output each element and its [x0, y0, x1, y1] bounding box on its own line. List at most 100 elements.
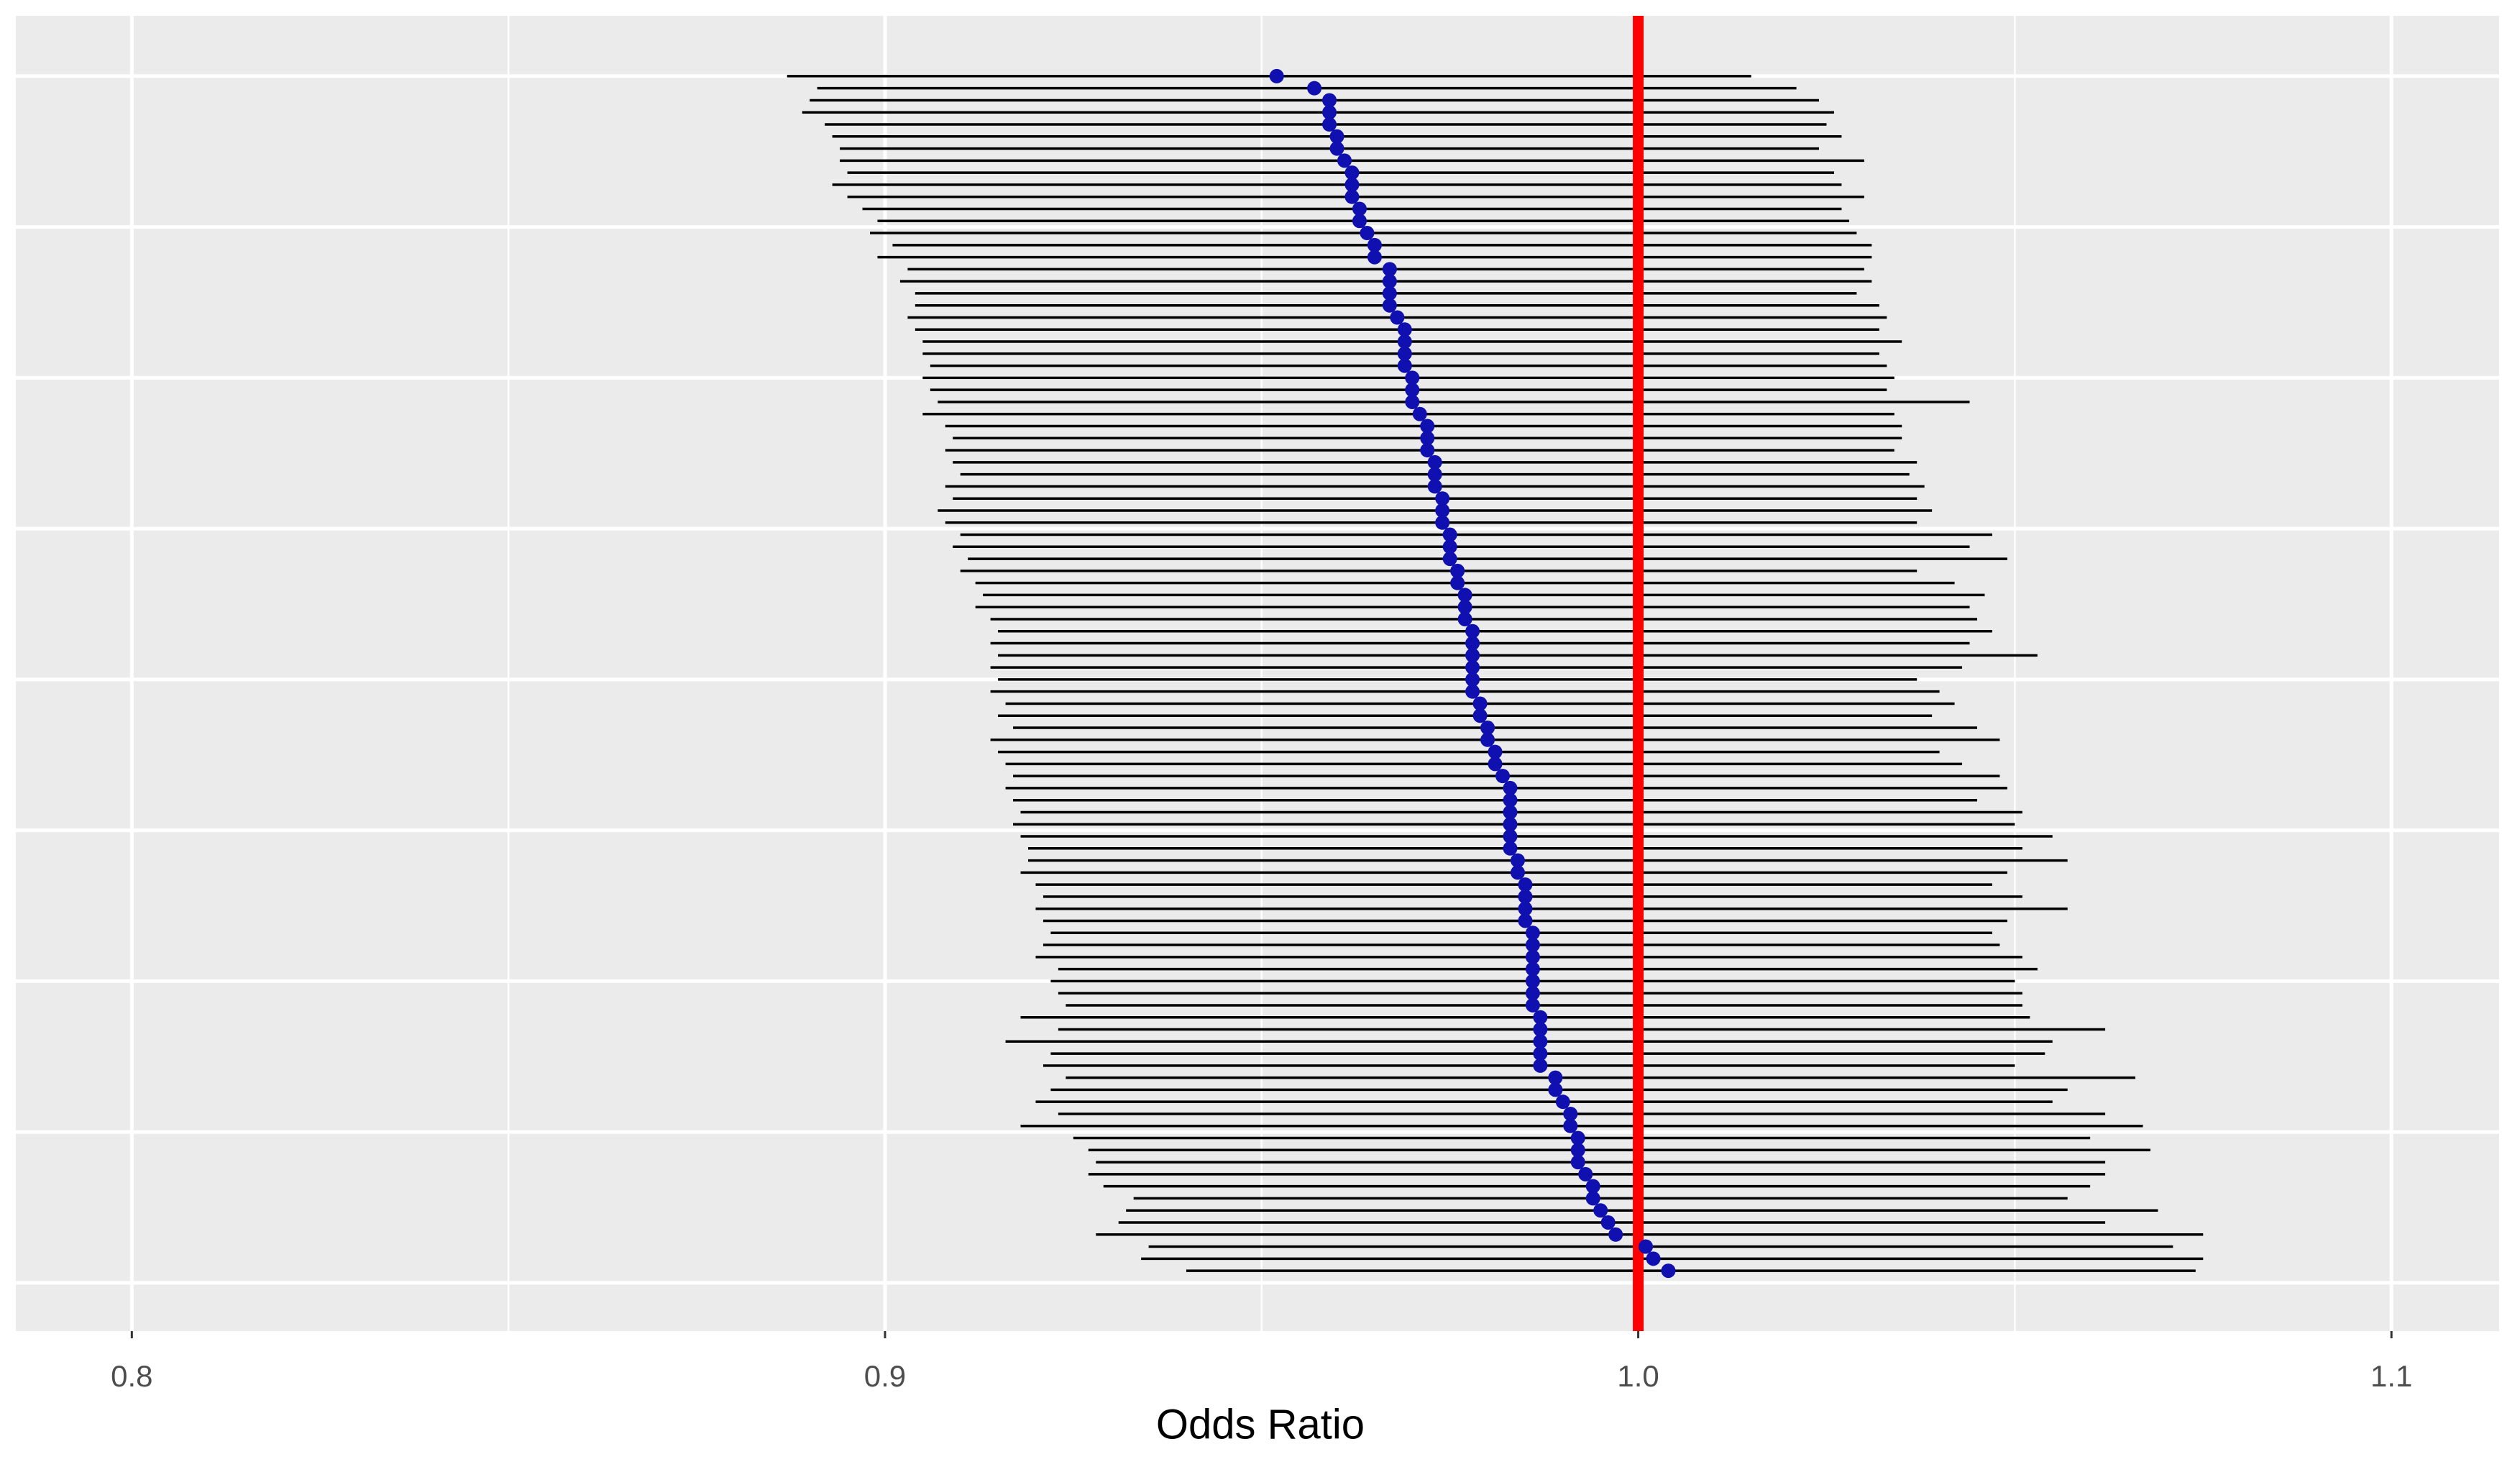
point-estimate — [1337, 153, 1352, 168]
point-estimate — [1585, 1179, 1600, 1194]
point-estimate — [1269, 68, 1284, 83]
point-estimate — [1412, 406, 1427, 421]
point-estimate — [1344, 177, 1360, 192]
point-estimate — [1397, 358, 1412, 373]
point-estimate — [1661, 1263, 1676, 1279]
point-estimate — [1533, 1046, 1548, 1061]
point-estimate — [1525, 949, 1540, 964]
point-estimate — [1344, 189, 1360, 204]
point-estimate — [1390, 310, 1405, 325]
point-estimate — [1525, 938, 1540, 953]
point-estimate — [1533, 1010, 1548, 1025]
point-estimate — [1593, 1203, 1608, 1218]
point-estimate — [1518, 889, 1533, 904]
point-estimate — [1608, 1227, 1623, 1242]
point-estimate — [1352, 214, 1367, 229]
point-estimate — [1457, 600, 1472, 615]
point-estimate — [1367, 250, 1382, 265]
point-estimate — [1367, 237, 1382, 252]
x-tick-label: 0.8 — [111, 1359, 152, 1393]
point-estimate — [1397, 322, 1412, 337]
point-estimate — [1472, 696, 1488, 711]
point-estimate — [1329, 129, 1344, 144]
point-estimate — [1420, 431, 1435, 446]
point-estimate — [1329, 141, 1344, 156]
point-estimate — [1360, 226, 1375, 241]
point-estimate — [1465, 636, 1480, 651]
point-estimate — [1450, 575, 1465, 590]
point-estimate — [1503, 829, 1518, 844]
point-estimate — [1503, 792, 1518, 808]
point-estimate — [1510, 853, 1525, 868]
point-estimate — [1442, 527, 1457, 542]
point-estimate — [1510, 865, 1525, 880]
point-estimate — [1533, 1058, 1548, 1073]
point-estimate — [1427, 454, 1442, 470]
point-estimate — [1518, 901, 1533, 916]
point-estimate — [1600, 1215, 1616, 1230]
point-estimate — [1563, 1118, 1578, 1133]
point-estimate — [1435, 515, 1450, 530]
point-estimate — [1480, 721, 1495, 736]
point-estimate — [1525, 986, 1540, 1001]
point-estimate — [1533, 1022, 1548, 1037]
point-estimate — [1465, 672, 1480, 687]
point-estimate — [1503, 780, 1518, 795]
point-estimate — [1646, 1251, 1661, 1266]
point-estimate — [1488, 744, 1503, 759]
point-estimate — [1405, 394, 1420, 409]
point-estimate — [1472, 708, 1488, 723]
point-estimate — [1525, 926, 1540, 941]
point-estimate — [1344, 165, 1360, 180]
x-tick-label: 0.9 — [864, 1359, 906, 1393]
point-estimate — [1420, 419, 1435, 434]
point-estimate — [1525, 974, 1540, 989]
point-estimate — [1405, 383, 1420, 398]
point-estimate — [1578, 1166, 1593, 1182]
point-estimate — [1570, 1130, 1585, 1146]
point-estimate — [1533, 1034, 1548, 1049]
point-estimate — [1465, 684, 1480, 699]
point-estimate — [1548, 1082, 1563, 1097]
point-estimate — [1518, 913, 1533, 928]
point-estimate — [1382, 298, 1397, 313]
point-estimate — [1435, 491, 1450, 506]
point-estimate — [1405, 370, 1420, 385]
point-estimate — [1450, 563, 1465, 578]
point-estimate — [1457, 588, 1472, 603]
point-estimate — [1322, 105, 1337, 120]
point-estimate — [1322, 93, 1337, 108]
point-estimate — [1465, 660, 1480, 675]
point-estimate — [1570, 1143, 1585, 1158]
point-estimate — [1548, 1070, 1563, 1085]
point-estimate — [1435, 503, 1450, 518]
x-axis-title: Odds Ratio — [1156, 1401, 1365, 1448]
point-estimate — [1397, 334, 1412, 349]
point-estimate — [1525, 997, 1540, 1013]
point-estimate — [1488, 757, 1503, 772]
x-tick-label: 1.0 — [1617, 1359, 1659, 1393]
point-estimate — [1442, 552, 1457, 567]
point-estimate — [1382, 262, 1397, 277]
point-estimate — [1525, 961, 1540, 977]
plot-panel — [16, 16, 2499, 1331]
point-estimate — [1585, 1191, 1600, 1206]
point-estimate — [1503, 841, 1518, 856]
point-estimate — [1518, 877, 1533, 892]
point-estimate — [1639, 1239, 1654, 1254]
point-estimate — [1352, 201, 1367, 216]
point-estimate — [1382, 285, 1397, 301]
point-estimate — [1503, 817, 1518, 832]
point-estimate — [1465, 648, 1480, 663]
point-estimate — [1420, 443, 1435, 458]
point-estimate — [1570, 1155, 1585, 1170]
point-estimate — [1427, 467, 1442, 482]
point-estimate — [1465, 623, 1480, 639]
point-estimate — [1555, 1094, 1570, 1110]
point-estimate — [1442, 539, 1457, 554]
point-estimate — [1495, 769, 1510, 784]
point-estimate — [1322, 117, 1337, 132]
x-tick-label: 1.1 — [2370, 1359, 2412, 1393]
point-estimate — [1397, 346, 1412, 361]
